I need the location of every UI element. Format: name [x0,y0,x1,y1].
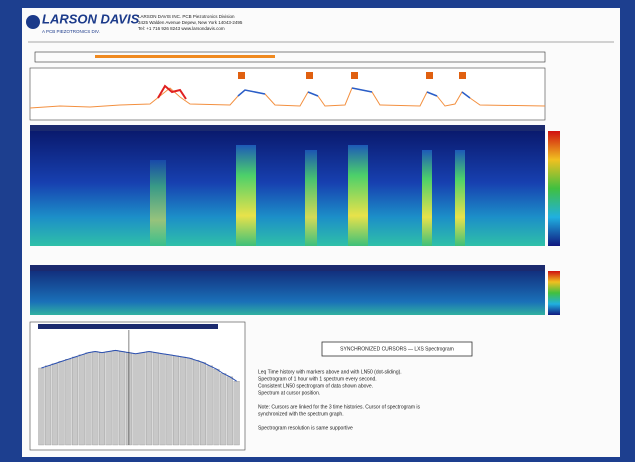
spectrum-bar [173,355,180,446]
spectrum-bar [199,362,206,446]
note-line: synchronized with the spectrum graph. [258,411,344,417]
spectrogram-titlebar [30,125,545,131]
spectrum-bar [85,352,92,446]
spectrogram-events [150,145,465,246]
logo: LARSON DAVIS [42,11,140,26]
note-line: Consistent LN50 spectrogram of data show… [258,383,373,389]
marker [351,72,358,79]
spectrum-bar [159,353,166,446]
note-line: Spectrogram of 1 hour with 1 spectrum ev… [258,376,377,382]
spectrum-bar [179,356,186,446]
logo-sub: A PCB PIEZOTRONICS DIV. [42,29,100,34]
company-line: Tel: +1 716 926 8243 www.larsondavis.com [138,26,225,31]
spectrum-bar [65,359,72,446]
note-line: Note: Cursors are linked for the 3 time … [258,404,421,410]
note-line: Spectrogram resolution is same supportiv… [258,425,353,431]
markers [238,72,466,79]
spectrum-bar [45,365,52,446]
spectrogram [30,131,545,246]
spectrum-line [41,349,237,382]
spectrum-bar [166,354,173,446]
spectrum-bar [92,351,99,446]
marker [459,72,466,79]
spectrum-bar [132,353,139,446]
spectrum-bar [72,356,79,446]
spectrum-bar [206,365,213,446]
marker [238,72,245,79]
panel-titlebar [34,51,546,63]
spectrum-bar [78,354,85,446]
spectrum-bar [119,351,126,446]
event [305,150,317,246]
caption-box [321,341,473,357]
spectrum-bar [226,376,233,446]
event [348,145,368,246]
color-bar [548,131,560,246]
spectrum-bar [146,351,153,446]
note-line: Spectrum at cursor position. [258,390,320,396]
spectrum-bar [233,381,240,446]
spectrum-titlebar [38,324,218,329]
color-bar [548,271,560,315]
spectrum-bar [139,352,146,446]
spectrum-bar [213,368,220,446]
event [236,145,256,246]
spectrum-bars [38,330,240,446]
spectrum-bar [193,360,200,446]
spectrum-bar [112,350,119,446]
event [150,160,166,246]
spectrum-bar [58,361,65,446]
company-line: 3425 Walden Avenue Depew, New York 14043… [138,20,243,25]
notes: Leq Time history with markers above and … [258,369,421,431]
time-history [29,67,546,121]
spectrum-bar [98,352,105,446]
panel-titlebar [30,265,545,271]
ln-trace [237,87,471,99]
panel-title [95,55,275,58]
logo-mark [26,15,40,29]
spectrum-bar [51,363,58,446]
caption: SYNCHRONIZED CURSORS — LXS Spectrogram [340,346,454,352]
company-line: LARSON DAVIS INC. PCB Piezotronics Divis… [138,14,235,19]
spectrum-bar [220,373,227,446]
ln-spectrogram [30,271,545,315]
marker [426,72,433,79]
event [455,150,465,246]
note-line: Leq Time history with markers above and … [258,369,402,375]
spectrum-bar [105,351,112,446]
peak-trace [157,84,187,100]
event [422,150,432,246]
spectrum-bar [38,367,45,446]
marker [306,72,313,79]
spectrum-bar [152,352,159,446]
spectrum-bar [186,357,193,446]
